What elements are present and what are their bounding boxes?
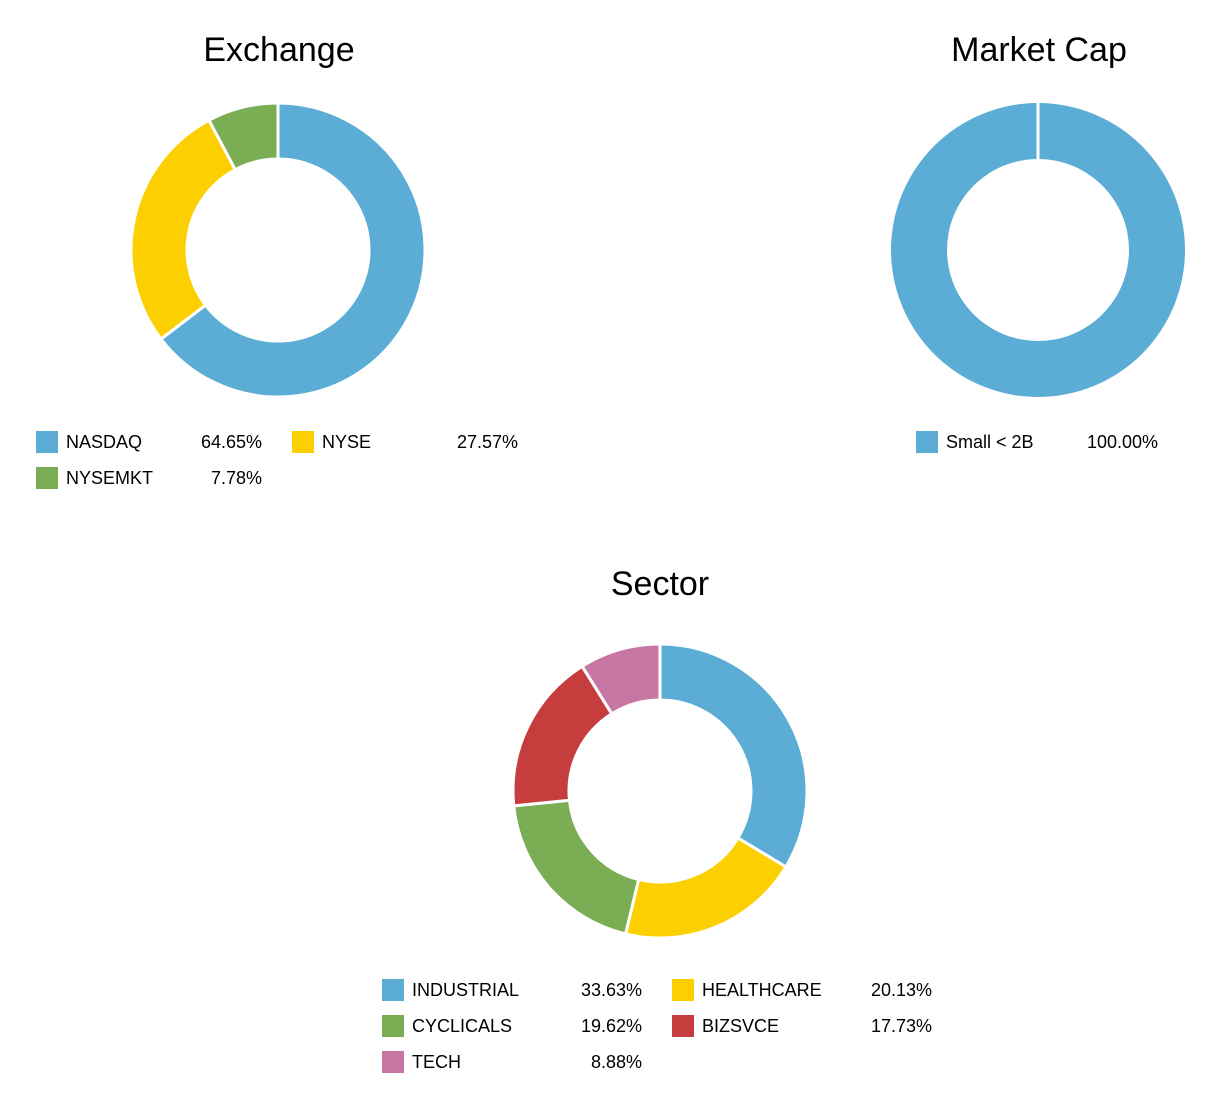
legend-value-industrial: 33.63% — [580, 980, 642, 1000]
sector-slice-cyclicals — [512, 798, 641, 936]
legend-swatch-nysemkt — [36, 467, 58, 489]
legend-value-healthcare: 20.13% — [870, 980, 932, 1000]
legend-label-nasdaq: NASDAQ — [66, 431, 143, 452]
legend-value-nasdaq: 64.65% — [200, 432, 262, 452]
market-cap-chart-title: Market Cap — [951, 31, 1127, 69]
legend-item-bizsvce: BIZSVCE — [672, 1014, 779, 1038]
legend-swatch-small-cap — [916, 431, 938, 453]
legend-label-industrial: INDUSTRIAL — [412, 979, 520, 1000]
sector-slice-industrial — [658, 642, 809, 869]
exchange-donut-chart — [129, 101, 427, 399]
legend-label-nysemkt: NYSEMKT — [66, 467, 154, 488]
legend-item-nyse: NYSE — [292, 430, 371, 454]
legend-swatch-cyclicals — [382, 1015, 404, 1037]
legend-item-small-cap: Small < 2B — [916, 430, 1034, 454]
legend-swatch-healthcare — [672, 979, 694, 1001]
legend-item-cyclicals: CYCLICALS — [382, 1014, 512, 1038]
market-cap-slice-small-2b — [891, 103, 1185, 397]
legend-value-cyclicals: 19.62% — [580, 1016, 642, 1036]
legend-value-nysemkt: 7.78% — [210, 468, 262, 488]
exchange-slice-nasdaq — [159, 101, 427, 399]
legend-label-small-cap: Small < 2B — [946, 431, 1034, 452]
legend-item-healthcare: HEALTHCARE — [672, 978, 822, 1002]
exchange-chart-title: Exchange — [203, 31, 355, 69]
sector-donut-chart — [511, 642, 809, 940]
legend-value-small-cap: 100.00% — [1086, 432, 1158, 452]
sector-legend: INDUSTRIAL 33.63% HEALTHCARE 20.13% CYCL… — [382, 978, 942, 1088]
market-cap-legend: Small < 2B 100.00% — [916, 430, 1166, 460]
legend-item-nasdaq: NASDAQ — [36, 430, 142, 454]
sector-chart-title: Sector — [610, 565, 710, 603]
legend-item-nysemkt: NYSEMKT — [36, 466, 153, 490]
legend-label-healthcare: HEALTHCARE — [702, 979, 822, 1000]
legend-swatch-tech — [382, 1051, 404, 1073]
legend-label-bizsvce: BIZSVCE — [702, 1015, 780, 1036]
legend-value-tech: 8.88% — [590, 1052, 642, 1072]
legend-item-tech: TECH — [382, 1050, 461, 1074]
legend-item-industrial: INDUSTRIAL — [382, 978, 519, 1002]
exchange-slice-nysemkt — [207, 101, 280, 172]
legend-swatch-nyse — [292, 431, 314, 453]
sector-slice-healthcare — [624, 836, 788, 940]
exchange-legend: NASDAQ 64.65% NYSE 27.57% NYSEMKT 7.78% — [36, 430, 536, 500]
legend-value-nyse: 27.57% — [456, 432, 518, 452]
legend-label-cyclicals: CYCLICALS — [412, 1015, 513, 1036]
legend-swatch-nasdaq — [36, 431, 58, 453]
market-cap-donut-chart — [891, 102, 1185, 397]
legend-label-tech: TECH — [412, 1051, 461, 1072]
legend-label-nyse: NYSE — [322, 431, 372, 452]
legend-swatch-bizsvce — [672, 1015, 694, 1037]
exchange-slice-nyse — [129, 118, 237, 341]
legend-value-bizsvce: 17.73% — [870, 1016, 932, 1036]
sector-slice-tech — [580, 642, 662, 716]
legend-swatch-industrial — [382, 979, 404, 1001]
